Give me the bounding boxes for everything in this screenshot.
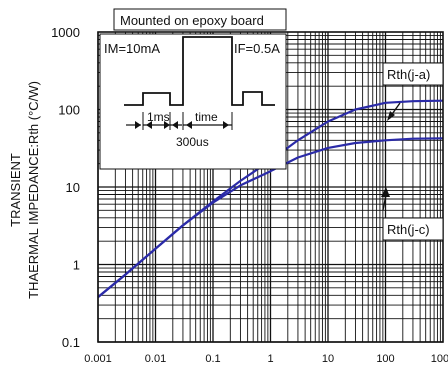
- x-tick-label: 1: [267, 353, 273, 365]
- jc-pointer-head: [381, 187, 390, 197]
- y-tick-label: 10: [66, 180, 80, 195]
- ms-arrowhead-b: [164, 121, 170, 129]
- inset-title-box: [113, 8, 287, 31]
- ms-label: 1ms: [147, 110, 170, 124]
- x-tick-label: 10: [322, 353, 334, 365]
- plot-frame: [97, 31, 444, 343]
- time-arrowhead-right: [223, 121, 229, 129]
- pulse-waveform: [124, 36, 275, 106]
- inset-box: Mounted on epoxy board IM=10mA IF=0.5A 1…: [99, 8, 287, 170]
- series-line-rth-jc: [97, 137, 444, 298]
- y-tick-label: 0.1: [62, 335, 80, 350]
- y-tick-label: 1000: [51, 25, 80, 40]
- x-tick-label: 0.001: [84, 353, 112, 365]
- jc-callout: Rth(j-c): [381, 187, 444, 241]
- duration-label: 300us: [176, 135, 209, 149]
- inset-title: Mounted on epoxy board: [120, 13, 264, 28]
- ja-label: Rth(j-a): [387, 67, 430, 82]
- if-label: IF=0.5A: [234, 41, 280, 56]
- jc-label: Rth(j-c): [387, 222, 430, 237]
- y-tick-label: 100: [58, 103, 80, 118]
- tick-labels: 0.001 0.01 0.1 1 10 100 1000 0.1 1 10 100 1000: [51, 25, 448, 365]
- ms-arrowhead-a: [146, 121, 152, 129]
- inset-background: [99, 33, 287, 170]
- ja-callout: Rth(j-a): [382, 62, 444, 121]
- y-axis-title-line2: THAERMAL IMPEDANCE:Rth (°C/W): [26, 81, 41, 299]
- x-tick-label: 0.1: [205, 353, 220, 365]
- jc-label-box: [382, 217, 444, 241]
- time-arrowhead-left: [186, 121, 192, 129]
- im-label: IM=10mA: [104, 41, 160, 56]
- x-tick-label: 100: [376, 353, 394, 365]
- ja-pointer-head: [387, 111, 395, 121]
- time-label: time: [195, 110, 218, 124]
- ms-arrowhead-left: [135, 121, 141, 129]
- ja-label-box: [382, 62, 444, 86]
- ms-arrowhead-c: [172, 121, 178, 129]
- y-axis-title-line1: TRANSIENT: [8, 153, 23, 227]
- y-tick-label: 1: [73, 258, 80, 273]
- x-tick-label: 1000: [431, 353, 448, 365]
- x-tick-label: 0.01: [145, 353, 166, 365]
